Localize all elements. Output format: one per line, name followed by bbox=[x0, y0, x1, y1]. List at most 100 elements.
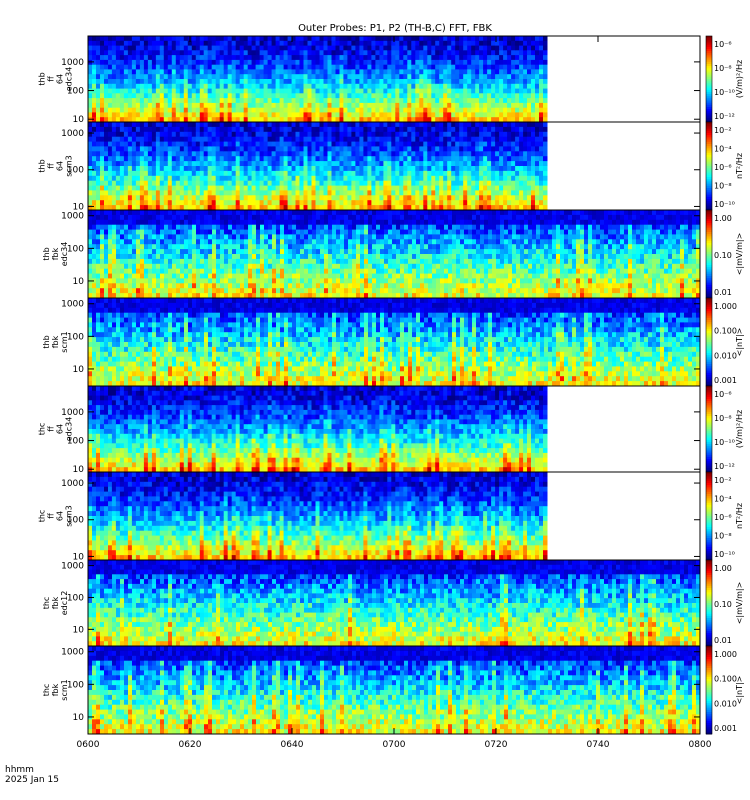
colorbar-label: <|nT|> bbox=[735, 328, 744, 357]
colorbar-tick-label: 10⁻² bbox=[714, 476, 732, 485]
colorbar-tick-label: 0.100 bbox=[714, 327, 737, 336]
colorbar-tick-label: 0.010 bbox=[714, 699, 737, 708]
panel-ylabel: thcfbkscm1 bbox=[42, 679, 69, 700]
colorbar-label: <|mV/m|> bbox=[735, 582, 744, 625]
panel-3: 10 100 1000 thbfbkedc34 1.00 0.10 0.01 <|mV/m|> bbox=[42, 209, 744, 299]
panel-ylabel: thcfbkedc12 bbox=[42, 591, 69, 616]
colorbar-tick-label: 0.01 bbox=[714, 636, 732, 645]
colorbar: 1.00 0.10 0.01 <|mV/m|> bbox=[705, 209, 744, 299]
colorbar-tick-label: 0.010 bbox=[714, 351, 737, 360]
y-tick-label: 10 bbox=[73, 115, 85, 125]
colorbar-tick-label: 10⁻⁴ bbox=[714, 145, 732, 154]
panels: 101001000thbff64edc3410⁻⁶10⁻⁸10⁻¹⁰10⁻¹²(… bbox=[38, 35, 744, 735]
colorbar-tick-label: 10⁻⁶ bbox=[714, 40, 732, 49]
x-corner-label-date: 2025 Jan 15 bbox=[5, 775, 59, 785]
y-tick-label: 100 bbox=[67, 244, 84, 254]
panel-ylabel: thcff64scm3 bbox=[38, 505, 74, 526]
colorbar-label: nT²/Hz bbox=[735, 503, 744, 529]
x-tick-label: 0800 bbox=[689, 740, 712, 750]
y-tick-label: 1000 bbox=[61, 129, 84, 139]
colorbar-tick-label: 10⁻¹⁰ bbox=[714, 200, 735, 209]
spectrogram-image bbox=[88, 36, 548, 123]
colorbar-label: (V/m)²/Hz bbox=[735, 410, 744, 448]
y-tick-label: 10 bbox=[73, 277, 85, 287]
y-tick-label: 1000 bbox=[61, 479, 84, 489]
spectrogram-image bbox=[88, 210, 701, 299]
y-tick-label: 1000 bbox=[61, 212, 84, 222]
colorbar-tick-label: 0.100 bbox=[714, 675, 737, 684]
colorbar-tick-label: 10⁻¹² bbox=[714, 462, 735, 471]
y-tick-label: 100 bbox=[67, 87, 84, 97]
colorbar-label: nT²/Hz bbox=[735, 153, 744, 179]
colorbar-tick-label: 1.00 bbox=[714, 214, 732, 223]
x-tick-label: 0640 bbox=[281, 740, 304, 750]
spectrogram-image bbox=[88, 386, 548, 473]
colorbar-tick-label: 0.01 bbox=[714, 288, 732, 297]
colorbar: 10⁻⁶ 10⁻⁸ 10⁻¹⁰ 10⁻¹² (V/m)²/Hz bbox=[705, 385, 744, 473]
y-tick-label: 10 bbox=[73, 202, 85, 212]
panel-2: 10 100 1000 thbff64scm3 10⁻² 10⁻⁴ 10⁻⁶ 10⁻⁸ 10⁻¹… bbox=[38, 121, 744, 212]
y-tick-label: 10 bbox=[73, 465, 85, 475]
y-tick-label: 100 bbox=[67, 516, 84, 526]
y-tick-label: 10 bbox=[73, 713, 85, 723]
colorbar-tick-label: 10⁻¹² bbox=[714, 112, 735, 121]
colorbar-tick-label: 10⁻⁸ bbox=[714, 532, 732, 541]
y-tick-label: 10 bbox=[73, 625, 85, 635]
colorbar: 1.000 0.100 0.010 0.001 <|nT|> bbox=[705, 297, 744, 387]
colorbar-label: (V/m)²/Hz bbox=[735, 60, 744, 98]
y-tick-label: 1000 bbox=[61, 408, 84, 418]
y-tick-label: 10 bbox=[73, 552, 85, 562]
colorbar-tick-label: 1.00 bbox=[714, 564, 732, 573]
x-axis: 0600 0620 0640 0700 0720 0740 0800 bbox=[77, 36, 712, 750]
x-tick-label: 0740 bbox=[587, 740, 610, 750]
colorbar: 10⁻² 10⁻⁴ 10⁻⁶ 10⁻⁸ 10⁻¹⁰ nT²/Hz bbox=[705, 121, 744, 211]
colorbar-label: <|nT|> bbox=[735, 676, 744, 705]
colorbar-tick-label: 10⁻⁶ bbox=[714, 390, 732, 399]
y-tick-label: 100 bbox=[67, 332, 84, 342]
y-tick-label: 100 bbox=[67, 680, 84, 690]
colorbar-tick-label: 10⁻¹⁰ bbox=[714, 438, 735, 447]
colorbar-tick-label: 0.001 bbox=[714, 376, 737, 385]
panel-ylabel: thbff64edc34 bbox=[38, 67, 74, 92]
chart-title: Outer Probes: P1, P2 (TH-B,C) FFT, FBK bbox=[298, 23, 492, 34]
spectrogram-image bbox=[88, 646, 701, 735]
colorbar-tick-label: 10⁻¹⁰ bbox=[714, 88, 735, 97]
colorbar-tick-label: 10⁻² bbox=[714, 126, 732, 135]
panel-7: 10 100 1000 thcfbkedc12 1.00 0.10 0.01 <|mV/m|> bbox=[42, 559, 744, 647]
colorbar: 10⁻⁶ 10⁻⁸ 10⁻¹⁰ 10⁻¹² (V/m)²/Hz bbox=[705, 35, 744, 123]
colorbar-label: <|mV/m|> bbox=[735, 233, 744, 276]
colorbar-tick-label: 0.10 bbox=[714, 600, 732, 609]
spectrogram-image bbox=[88, 472, 548, 561]
colorbar: 1.000 0.100 0.010 0.001 <|nT|> bbox=[705, 645, 744, 735]
panel-ylabel: thbfbkscm1 bbox=[42, 331, 69, 352]
x-corner-label-hhmm: hhmm bbox=[5, 765, 34, 775]
colorbar: 10⁻² 10⁻⁴ 10⁻⁶ 10⁻⁸ 10⁻¹⁰ nT²/Hz bbox=[705, 471, 744, 561]
y-tick-label: 10 bbox=[73, 365, 85, 375]
colorbar-tick-label: 10⁻¹⁰ bbox=[714, 550, 735, 559]
spectrogram-image bbox=[88, 298, 701, 387]
colorbar-tick-label: 10⁻⁸ bbox=[714, 64, 732, 73]
panel-8: 10 100 1000 thcfbkscm1 1.000 0.100 0.010 0.001 <… bbox=[42, 645, 744, 735]
colorbar-tick-label: 10⁻⁸ bbox=[714, 182, 732, 191]
panel-6: 10 100 1000 thcff64scm3 10⁻² 10⁻⁴ 10⁻⁶ 10⁻⁸ 10⁻¹… bbox=[38, 471, 744, 562]
colorbar-tick-label: 10⁻⁶ bbox=[714, 163, 732, 172]
colorbar-tick-label: 0.001 bbox=[714, 724, 737, 733]
x-tick-label: 0600 bbox=[77, 740, 100, 750]
x-tick-label: 0720 bbox=[485, 740, 508, 750]
y-tick-label: 1000 bbox=[61, 58, 84, 68]
y-tick-label: 1000 bbox=[61, 562, 84, 572]
colorbar-tick-label: 1.000 bbox=[714, 302, 737, 311]
x-tick-label: 0700 bbox=[383, 740, 406, 750]
panel-4: 10 100 1000 thbfbkscm1 1.000 0.100 0.010 0.001 <… bbox=[42, 297, 744, 387]
colorbar: 1.00 0.10 0.01 <|mV/m|> bbox=[705, 559, 744, 647]
y-tick-label: 100 bbox=[67, 166, 84, 176]
spectrogram-image bbox=[88, 560, 701, 647]
panel-ylabel: thcff64edc34 bbox=[38, 417, 74, 442]
y-tick-label: 1000 bbox=[61, 648, 84, 658]
y-tick-label: 100 bbox=[67, 437, 84, 447]
colorbar-tick-label: 10⁻⁶ bbox=[714, 513, 732, 522]
panel-ylabel: thbfbkedc34 bbox=[42, 242, 69, 267]
